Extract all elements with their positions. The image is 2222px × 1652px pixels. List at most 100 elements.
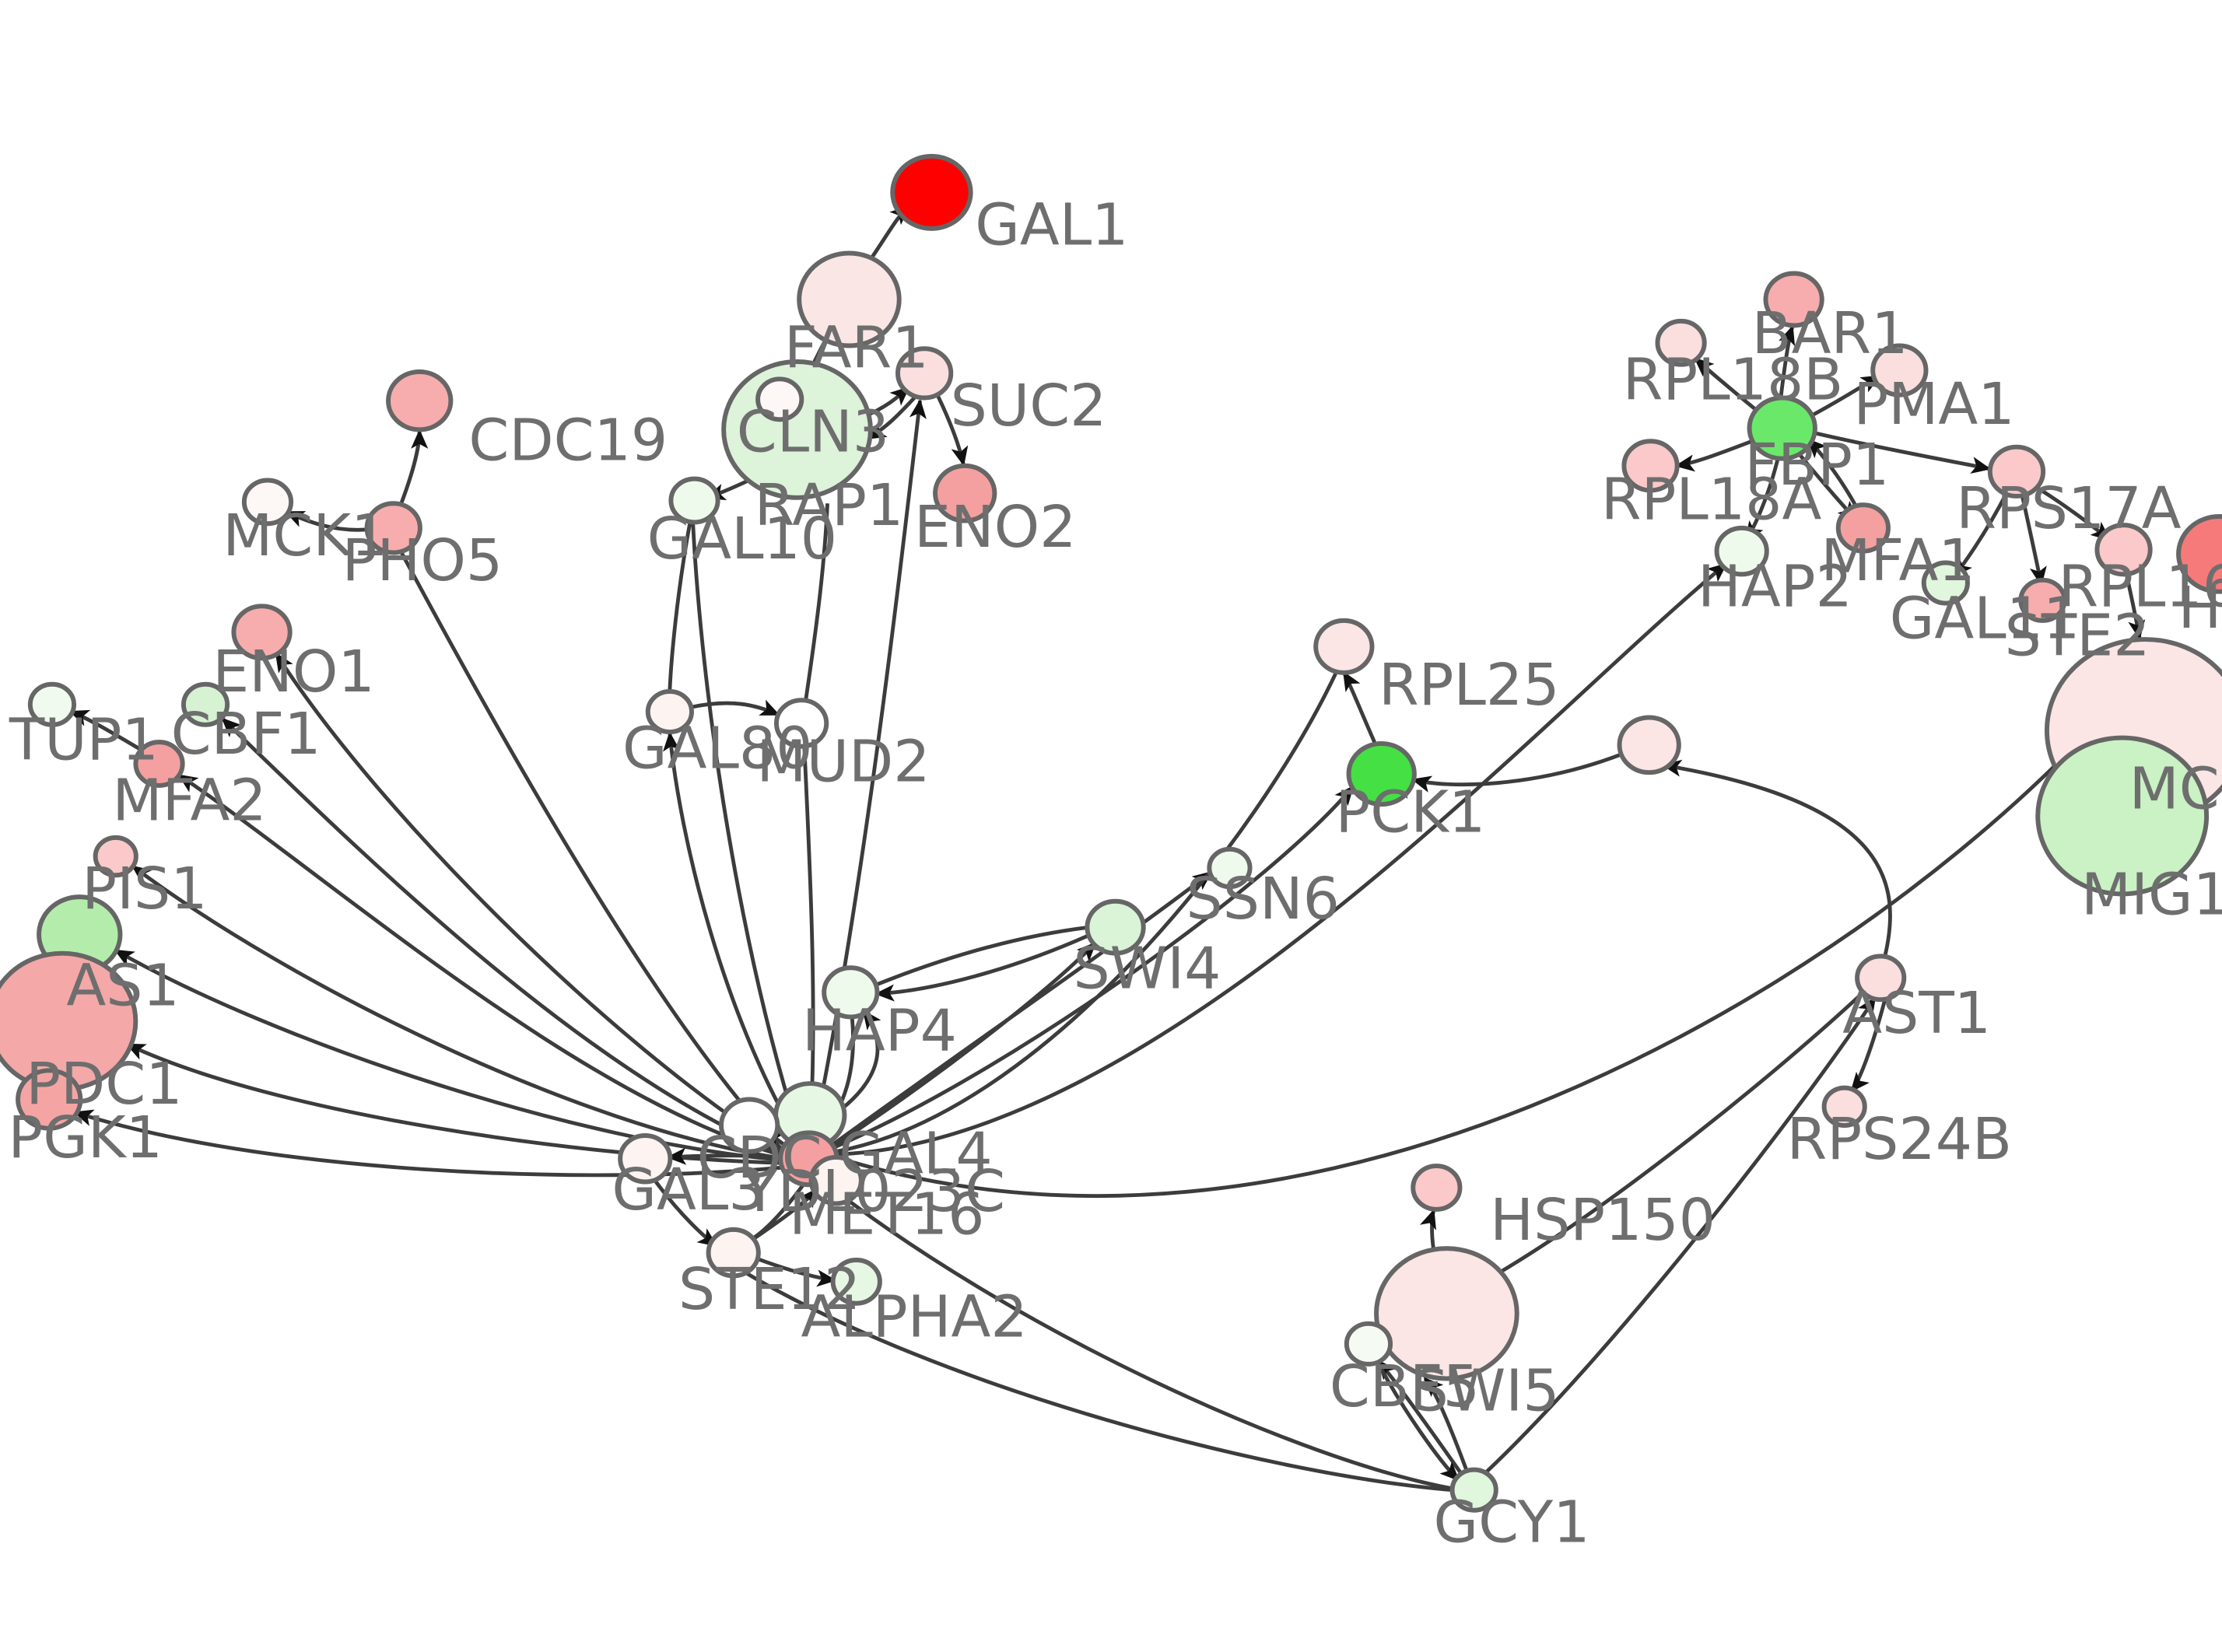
node-label-mfa1: MFA1 <box>1821 527 1975 594</box>
node-alpha2[interactable] <box>830 1257 882 1306</box>
node-ydl023c[interactable] <box>808 1154 864 1206</box>
node-swi5[interactable] <box>1374 1246 1519 1381</box>
node-hap4[interactable] <box>822 965 880 1020</box>
node-label-as1: AS1 <box>66 952 179 1020</box>
node-eno2[interactable] <box>933 463 997 523</box>
node-gal11[interactable] <box>1921 560 1970 606</box>
node-rpl16a[interactable] <box>2094 523 2153 577</box>
edge-SWI4-to-HAP4 <box>874 933 1092 1002</box>
node-gal3[interactable] <box>618 1133 673 1185</box>
edge-RPL16A-to-MCM1 <box>2124 573 2146 640</box>
node-gal1[interactable] <box>890 153 973 231</box>
edge-GAL4-to-GAL80 <box>663 731 797 1137</box>
node-mig1-src[interactable] <box>1617 715 1681 775</box>
node-label-ydl023c: YDL023C <box>741 1157 1005 1225</box>
node-label-gal11: GAL11 <box>1890 584 2080 652</box>
node-mfa2[interactable] <box>133 740 185 788</box>
edge-HAP4-to-SWI4 <box>874 925 1090 987</box>
node-label-met16: MET16 <box>789 1181 984 1248</box>
node-gal10[interactable] <box>668 476 720 525</box>
edge-GAL4-to-MFA2 <box>177 773 785 1158</box>
node-label-pma1: PMA1 <box>1853 370 2014 438</box>
node-pma1[interactable] <box>1870 343 1929 397</box>
node-label-rps17a: RPS17A <box>1956 474 2181 542</box>
node-tup1[interactable] <box>27 681 77 727</box>
node-cbf5[interactable] <box>1344 1321 1393 1367</box>
node-ste2[interactable] <box>2018 577 2067 623</box>
node-label-swi4: SWI4 <box>1073 934 1221 1002</box>
node-mud2[interactable] <box>773 698 829 749</box>
node-his4[interactable] <box>2176 514 2222 594</box>
edge-FBP1-to-RPL18B <box>1694 357 1761 414</box>
edge-GAL4-to-PHO5 <box>398 550 784 1152</box>
node-label-eno2: ENO2 <box>914 493 1076 561</box>
edge-GAL4-to-ENO1 <box>275 652 784 1153</box>
node-rap1[interactable] <box>755 376 804 422</box>
node-label-rap1: RAP1 <box>755 471 904 539</box>
node-label-fbp1: FBP1 <box>1744 431 1889 499</box>
node-cdc19[interactable] <box>386 369 454 432</box>
node-label-gal80: GAL80 <box>622 715 813 782</box>
node-rpl25[interactable] <box>1313 618 1375 675</box>
node-label-cdc19: CDC19 <box>468 406 668 474</box>
node-cbf1[interactable] <box>180 681 230 727</box>
edge-CBF5-to-GCY1 <box>1375 1360 1460 1482</box>
node-rps24b[interactable] <box>1821 1085 1867 1128</box>
edge-GCY1-to-AST1 <box>1484 996 1877 1475</box>
node-eno1[interactable] <box>231 604 293 661</box>
node-pho5[interactable] <box>364 501 422 555</box>
node-mck1[interactable] <box>241 478 294 527</box>
node-label-mfa2: MFA2 <box>112 767 266 835</box>
node-label-ast1: AST1 <box>1842 979 1991 1047</box>
node-mig1[interactable] <box>2035 735 2210 897</box>
edge-MFA2-to-TUP1 <box>68 709 142 751</box>
node-label-gal3: GAL3 <box>612 1156 765 1223</box>
node-far1[interactable] <box>797 250 902 348</box>
node-label-hap4: HAP4 <box>802 996 957 1064</box>
node-label-alpha2: ALPHA2 <box>801 1283 1027 1351</box>
node-rpl18b[interactable] <box>1655 318 1707 367</box>
node-label-pgk1: PGK1 <box>8 1104 163 1171</box>
node-gal80[interactable] <box>645 689 694 735</box>
node-label-rpl25: RPL25 <box>1379 651 1560 719</box>
node-rps17a[interactable] <box>1987 444 2046 499</box>
node-swi4[interactable] <box>1085 898 1146 956</box>
node-label-suc2: SUC2 <box>951 372 1107 439</box>
node-label-his4: HIS4 <box>2178 574 2222 642</box>
edge-GAL4-to-PIS1 <box>131 865 785 1161</box>
node-label-bar1: BAR1 <box>1752 299 1908 367</box>
node-pgk1[interactable] <box>16 1068 83 1131</box>
edge-SUC2-to-ENO2 <box>935 394 969 467</box>
node-pck1[interactable] <box>1346 741 1417 807</box>
node-gcy1[interactable] <box>1449 1467 1498 1513</box>
node-ste12[interactable] <box>706 1227 761 1279</box>
node-label-gcy1: GCY1 <box>1434 1489 1590 1556</box>
edge-GAL4-to-GAL3 <box>666 1147 783 1165</box>
node-mfa1[interactable] <box>1835 502 1891 554</box>
node-label-mck1: MCK1 <box>223 502 387 569</box>
node-label-far1: FAR1 <box>784 313 929 381</box>
edge-GAL4-to-AS1 <box>114 948 784 1163</box>
node-ast1[interactable] <box>1855 954 1907 1003</box>
node-cdc[interactable] <box>719 1097 780 1154</box>
edge-GAL4-to-GCY1 <box>818 1177 1453 1491</box>
edge-FBP1-to-RPL18A <box>1674 439 1753 472</box>
node-label-swi5: SWI5 <box>1412 1356 1560 1424</box>
edge-FBP1-to-BAR1 <box>1779 324 1796 398</box>
node-ssn6[interactable] <box>1207 846 1253 890</box>
node-label-rps24b: RPS24B <box>1787 1105 2012 1173</box>
edge-PCK1-to-RPL25 <box>1342 670 1378 746</box>
node-hap2[interactable] <box>1714 525 1769 577</box>
node-suc2[interactable] <box>895 346 954 401</box>
node-label-pho5: PHO5 <box>342 527 503 594</box>
node-fbp1[interactable] <box>1747 395 1817 461</box>
node-pis1[interactable] <box>93 835 138 878</box>
node-hsp150[interactable] <box>1411 1164 1463 1212</box>
node-label-ste2: STE2 <box>2005 602 2150 670</box>
node-rpl18a[interactable] <box>1621 439 1680 493</box>
edge-GAL4-to-MUD2 <box>802 746 815 1133</box>
edge-AST1-to-MIG1-SRC <box>1661 759 1892 957</box>
node-bar1[interactable] <box>1763 271 1824 328</box>
node-label-mud2: MUD2 <box>756 727 930 795</box>
